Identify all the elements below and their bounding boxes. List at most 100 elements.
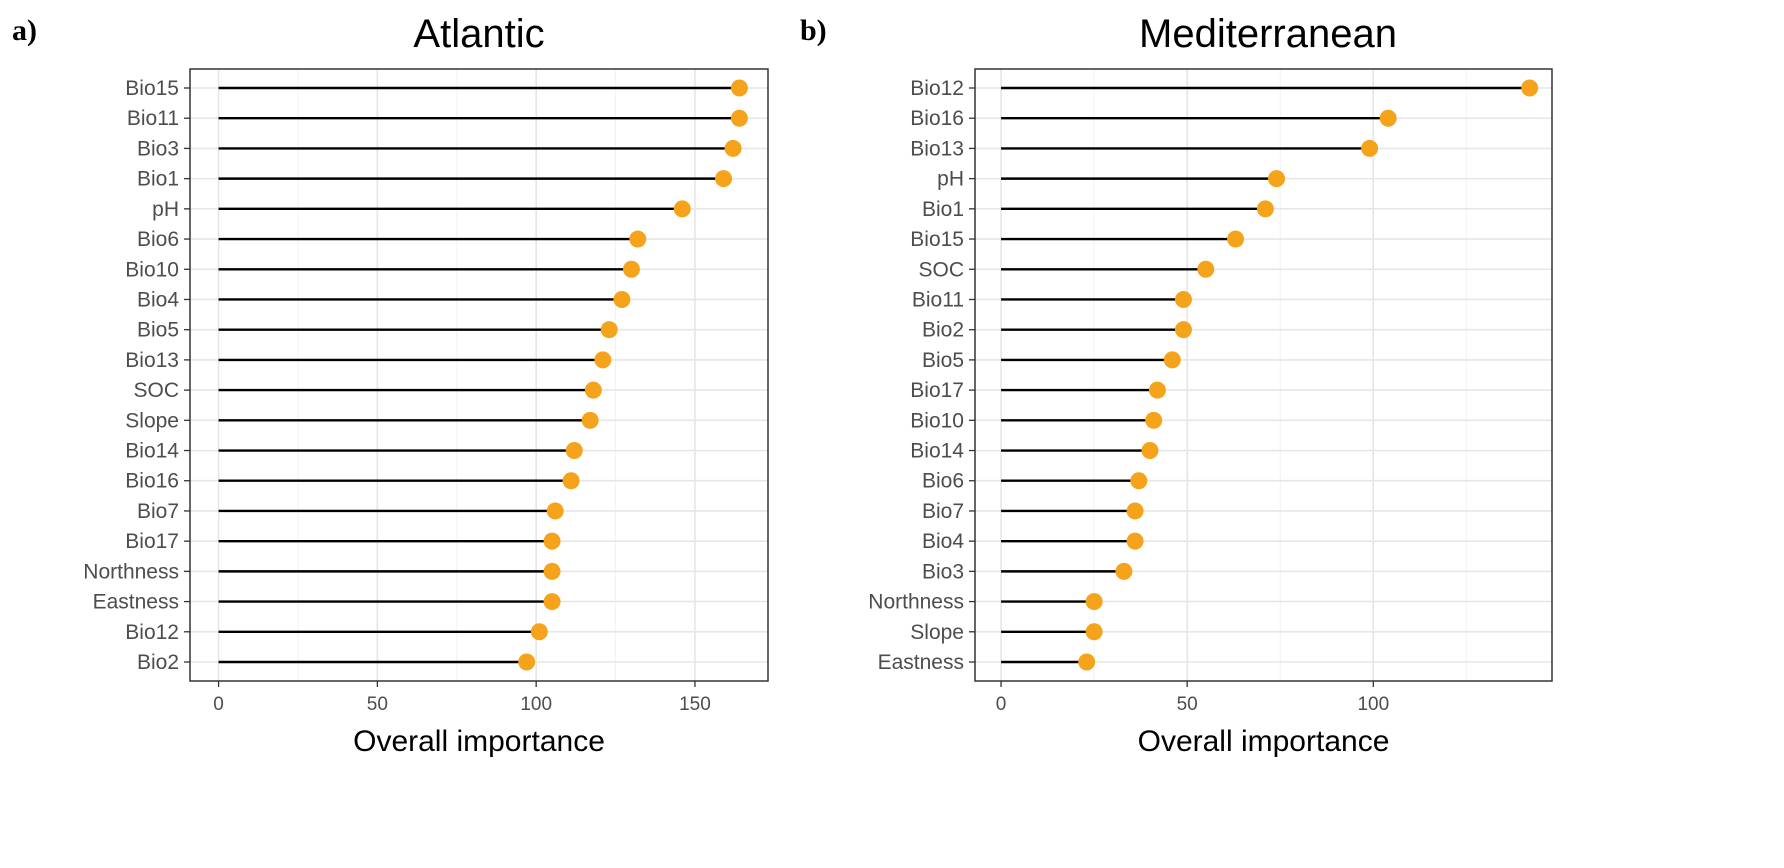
point-bio1 (1256, 200, 1274, 218)
y-tick-label: Bio13 (125, 349, 179, 372)
y-tick-label: Bio4 (922, 530, 964, 553)
y-tick-label: Bio1 (137, 168, 179, 191)
y-tick-label: Bio7 (922, 500, 964, 523)
point-bio3 (724, 139, 742, 157)
y-tick-label: Bio11 (912, 288, 964, 311)
y-tick-label: Bio2 (137, 651, 179, 674)
x-tick-label: 0 (996, 694, 1007, 715)
point-bio2 (518, 653, 536, 671)
y-tick-label: Bio17 (910, 379, 964, 402)
point-bio10 (622, 260, 640, 278)
x-axis-label: Overall importance (1138, 725, 1390, 758)
y-tick-label: Bio12 (910, 77, 964, 100)
y-tick-label: Bio13 (910, 137, 964, 160)
mediterranean-panel: b) Mediterranean Bio12 Bio16 Bio13 pH Bio1 Bio1… (800, 12, 1553, 758)
y-tick-label: Bio16 (125, 470, 179, 493)
y-tick-label: Bio7 (137, 500, 179, 523)
y-tick-label: Bio15 (910, 228, 964, 251)
y-tick-label: Bio3 (137, 137, 179, 160)
x-tick-label: 100 (520, 694, 552, 715)
point-bio16 (562, 472, 580, 490)
point-ph (1268, 170, 1286, 188)
y-tick-label: Bio15 (125, 77, 179, 100)
point-bio1 (715, 170, 733, 188)
point-bio2 (1174, 321, 1192, 339)
y-tick-label: Bio2 (922, 319, 964, 342)
x-tick-label: 100 (1357, 694, 1389, 715)
y-tick-label: Bio12 (125, 621, 179, 644)
point-bio6 (1130, 472, 1148, 490)
y-tick-label: Eastness (878, 651, 964, 674)
point-bio12 (1521, 79, 1539, 97)
y-tick-label: pH (937, 168, 964, 191)
chart-title: Atlantic (413, 12, 544, 56)
panel-border (974, 68, 1553, 682)
point-bio13 (594, 351, 612, 369)
point-ph (673, 200, 691, 218)
y-tick-label: Slope (910, 621, 964, 644)
point-northness (543, 562, 561, 580)
atlantic-panel: a) Atlantic Bio15 Bio11 Bio3 Bio1 pH Bio6 Bio10 B… (12, 12, 769, 758)
point-bio7 (1126, 502, 1144, 520)
plot-background (975, 69, 1552, 681)
y-tick-label: Northness (868, 591, 964, 614)
y-tick-label: Bio17 (125, 530, 179, 553)
chart-title: Mediterranean (1139, 12, 1397, 56)
point-bio5 (1163, 351, 1181, 369)
point-slope (581, 411, 599, 429)
panel-label: b) (800, 14, 827, 47)
point-slope (1085, 623, 1103, 641)
y-tick-label: Bio6 (137, 228, 179, 251)
point-bio15 (1227, 230, 1245, 248)
y-tick-label: pH (152, 198, 179, 221)
panel-label: a) (12, 14, 37, 47)
y-tick-label: Bio11 (127, 107, 179, 130)
point-bio5 (600, 321, 618, 339)
point-bio13 (1361, 139, 1379, 157)
x-tick-label: 0 (213, 694, 224, 715)
x-tick-label: 50 (1177, 694, 1198, 715)
y-tick-label: Bio1 (922, 198, 964, 221)
point-bio15 (730, 79, 748, 97)
point-bio11 (730, 109, 748, 127)
y-tick-label: Bio14 (910, 440, 964, 463)
plot-background (190, 69, 768, 681)
point-bio17 (1148, 381, 1166, 399)
point-eastness (543, 593, 561, 611)
y-tick-label: Slope (125, 409, 179, 432)
y-tick-label: Eastness (93, 591, 179, 614)
point-bio6 (629, 230, 647, 248)
y-tick-label: Bio5 (137, 319, 179, 342)
point-soc (584, 381, 602, 399)
point-eastness (1078, 653, 1096, 671)
y-tick-label: Bio10 (910, 409, 964, 432)
y-tick-label: SOC (918, 258, 964, 281)
point-bio10 (1145, 411, 1163, 429)
y-tick-label: SOC (133, 379, 179, 402)
point-bio17 (543, 532, 561, 550)
y-tick-label: Bio3 (922, 560, 964, 583)
point-bio14 (1141, 442, 1159, 460)
y-tick-label: Bio4 (137, 288, 179, 311)
x-tick-label: 50 (367, 694, 388, 715)
point-bio7 (546, 502, 564, 520)
point-bio4 (613, 290, 631, 308)
panel-border (189, 68, 769, 682)
x-axis-label: Overall importance (353, 725, 605, 758)
point-northness (1085, 593, 1103, 611)
point-soc (1197, 260, 1215, 278)
point-bio16 (1379, 109, 1397, 127)
point-bio12 (530, 623, 548, 641)
y-tick-label: Bio14 (125, 440, 179, 463)
y-tick-label: Bio6 (922, 470, 964, 493)
x-tick-label: 150 (679, 694, 711, 715)
y-tick-label: Bio5 (922, 349, 964, 372)
y-tick-label: Bio16 (910, 107, 964, 130)
point-bio14 (565, 442, 583, 460)
y-tick-label: Bio10 (125, 258, 179, 281)
point-bio4 (1126, 532, 1144, 550)
y-tick-label: Northness (83, 560, 179, 583)
point-bio3 (1115, 562, 1133, 580)
point-bio11 (1174, 290, 1192, 308)
